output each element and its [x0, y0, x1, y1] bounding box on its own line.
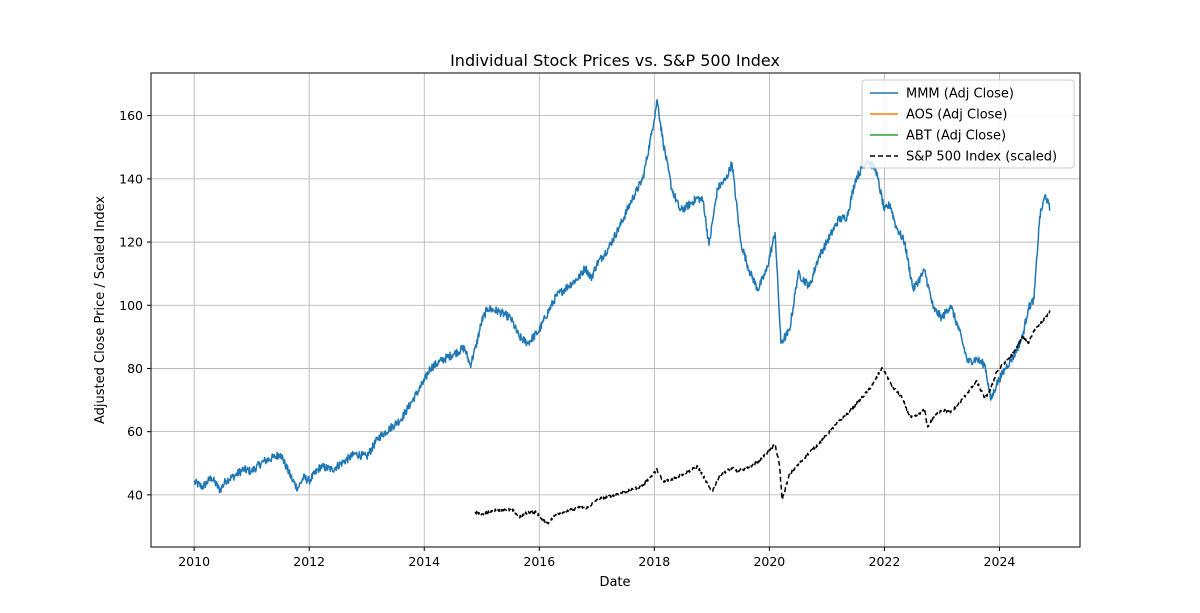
x-tick-label: 2018	[638, 554, 670, 569]
y-tick-label: 40	[127, 487, 143, 502]
legend-label: MMM (Adj Close)	[906, 87, 1014, 102]
series-line-0	[193, 99, 1051, 494]
y-tick-label: 140	[119, 171, 143, 186]
legend-label: ABT (Adj Close)	[906, 129, 1006, 144]
plot-frame	[150, 72, 1081, 548]
x-tick-label: 2020	[753, 554, 785, 569]
y-tick-label: 100	[119, 298, 143, 313]
series-line-3	[474, 310, 1051, 525]
grid	[151, 73, 1080, 547]
chart-title: Individual Stock Prices vs. S&P 500 Inde…	[450, 51, 780, 70]
x-tick-label: 2012	[293, 554, 325, 569]
y-tick-label: 120	[119, 235, 143, 250]
legend-label: AOS (Adj Close)	[906, 108, 1008, 123]
y-tick-label: 160	[119, 108, 143, 123]
x-axis-label: Date	[599, 575, 630, 590]
x-tick-label: 2010	[178, 554, 210, 569]
x-axis-ticks: 2010 2012 2014 2016 2018 2020 2022 2024	[178, 547, 1015, 569]
y-tick-label: 80	[127, 361, 143, 376]
x-tick-label: 2014	[408, 554, 440, 569]
legend-box	[861, 79, 1075, 169]
y-tick-label: 60	[127, 424, 143, 439]
legend: MMM (Adj Close) AOS (Adj Close) ABT (Adj C…	[861, 79, 1075, 169]
series-lines	[193, 99, 1051, 525]
x-tick-label: 2024	[984, 554, 1016, 569]
y-axis-label: Adjusted Close Price / Scaled Index	[93, 196, 108, 424]
legend-label: S&P 500 Index (scaled)	[906, 150, 1057, 165]
x-tick-label: 2016	[523, 554, 555, 569]
x-tick-label: 2022	[869, 554, 901, 569]
y-axis-ticks: 40 60 80 100 120 140 160	[119, 108, 151, 502]
